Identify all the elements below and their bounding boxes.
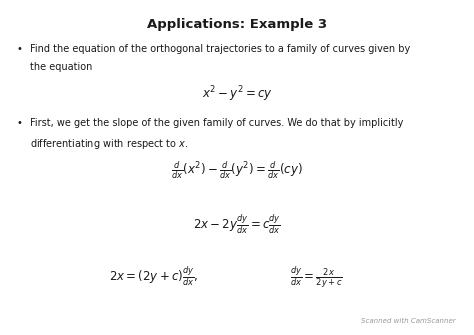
Text: $\frac{dy}{dx} = \frac{2x}{2y + c}$: $\frac{dy}{dx} = \frac{2x}{2y + c}$ [290,264,342,289]
Text: $x^2 - y^2 = cy$: $x^2 - y^2 = cy$ [201,85,273,105]
Text: $2x - 2y\frac{dy}{dx} = c\frac{dy}{dx}$: $2x - 2y\frac{dy}{dx} = c\frac{dy}{dx}$ [193,212,281,236]
Text: differentiating with respect to $x$.: differentiating with respect to $x$. [30,137,189,151]
Text: •: • [16,118,22,128]
Text: Applications: Example 3: Applications: Example 3 [147,18,327,31]
Text: First, we get the slope of the given family of curves. We do that by implicitly: First, we get the slope of the given fam… [30,118,404,128]
Text: •: • [16,45,22,54]
Text: the equation: the equation [30,62,92,72]
Text: Find the equation of the orthogonal trajectories to a family of curves given by: Find the equation of the orthogonal traj… [30,45,410,54]
Text: $2x = (2y + c)\frac{dy}{dx},$: $2x = (2y + c)\frac{dy}{dx},$ [109,264,198,288]
Text: Scanned with CamScanner: Scanned with CamScanner [361,319,456,324]
Text: $\frac{d}{dx}(x^2) - \frac{d}{dx}(y^2) = \frac{d}{dx}(cy)$: $\frac{d}{dx}(x^2) - \frac{d}{dx}(y^2) =… [171,159,303,181]
